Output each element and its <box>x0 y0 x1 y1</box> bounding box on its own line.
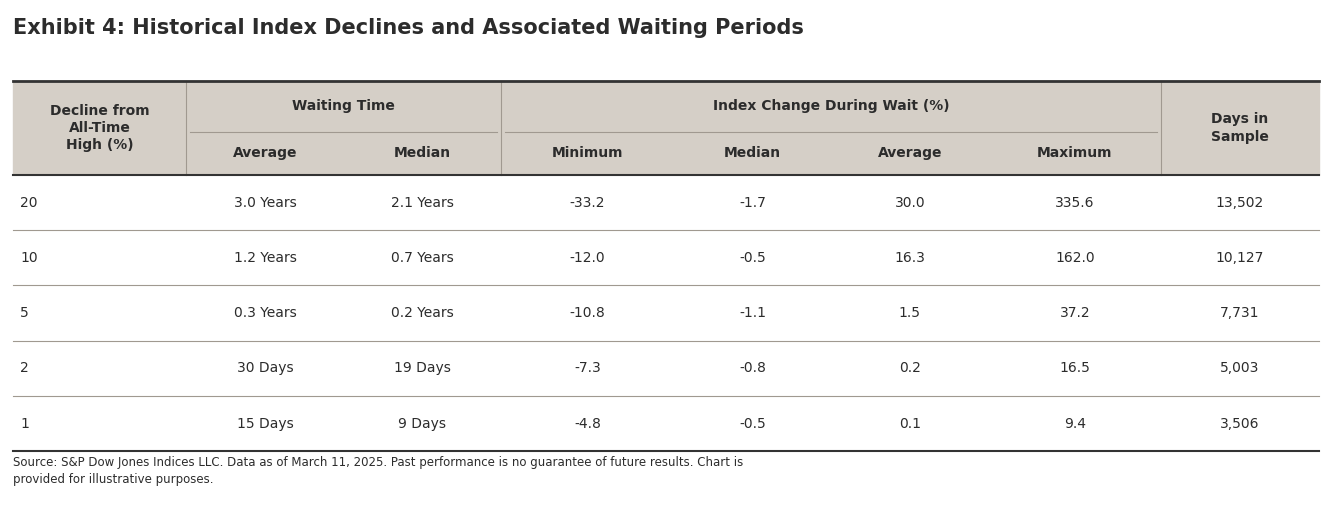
Text: 2.1 Years: 2.1 Years <box>390 196 454 209</box>
Bar <box>13 230 1319 285</box>
Text: 20: 20 <box>20 196 37 209</box>
Bar <box>13 396 1319 451</box>
Text: 13,502: 13,502 <box>1216 196 1264 209</box>
Bar <box>13 15 1319 81</box>
Text: 5,003: 5,003 <box>1220 361 1260 375</box>
Text: Average: Average <box>233 147 297 160</box>
Bar <box>13 341 1319 396</box>
Text: 2: 2 <box>20 361 29 375</box>
Text: 335.6: 335.6 <box>1055 196 1095 209</box>
Text: 37.2: 37.2 <box>1059 306 1090 320</box>
Text: 0.7 Years: 0.7 Years <box>390 251 454 265</box>
Text: -12.0: -12.0 <box>570 251 605 265</box>
Text: 7,731: 7,731 <box>1220 306 1260 320</box>
Text: Exhibit 4: Historical Index Declines and Associated Waiting Periods: Exhibit 4: Historical Index Declines and… <box>13 18 805 38</box>
Text: 1.2 Years: 1.2 Years <box>233 251 297 265</box>
Text: 30.0: 30.0 <box>895 196 926 209</box>
Text: 10,127: 10,127 <box>1216 251 1264 265</box>
Text: -0.5: -0.5 <box>739 417 766 430</box>
Text: 16.3: 16.3 <box>894 251 926 265</box>
Text: 3,506: 3,506 <box>1220 417 1260 430</box>
Text: 10: 10 <box>20 251 37 265</box>
Text: 0.2: 0.2 <box>899 361 920 375</box>
Text: 1.5: 1.5 <box>899 306 920 320</box>
Text: -1.1: -1.1 <box>739 306 766 320</box>
Text: Decline from
All-Time
High (%): Decline from All-Time High (%) <box>51 104 149 152</box>
Text: -1.7: -1.7 <box>739 196 766 209</box>
Bar <box>13 175 1319 230</box>
Text: 3.0 Years: 3.0 Years <box>233 196 296 209</box>
Text: 5: 5 <box>20 306 29 320</box>
Bar <box>13 285 1319 341</box>
Text: Minimum: Minimum <box>551 147 623 160</box>
Text: 0.1: 0.1 <box>899 417 920 430</box>
Text: Source: S&P Dow Jones Indices LLC. Data as of March 11, 2025. Past performance i: Source: S&P Dow Jones Indices LLC. Data … <box>13 456 743 486</box>
Text: Average: Average <box>878 147 942 160</box>
Text: -10.8: -10.8 <box>570 306 605 320</box>
Text: 1: 1 <box>20 417 29 430</box>
Text: -7.3: -7.3 <box>574 361 601 375</box>
Text: 15 Days: 15 Days <box>237 417 293 430</box>
Text: Maximum: Maximum <box>1038 147 1112 160</box>
Text: 30 Days: 30 Days <box>237 361 293 375</box>
Text: -0.8: -0.8 <box>739 361 766 375</box>
Text: 16.5: 16.5 <box>1059 361 1091 375</box>
Text: Days in
Sample: Days in Sample <box>1211 113 1269 143</box>
Text: 9.4: 9.4 <box>1064 417 1086 430</box>
Text: 162.0: 162.0 <box>1055 251 1095 265</box>
Text: Median: Median <box>394 147 450 160</box>
Bar <box>13 81 1319 175</box>
Text: -4.8: -4.8 <box>574 417 601 430</box>
Text: 0.2 Years: 0.2 Years <box>390 306 454 320</box>
Text: Median: Median <box>723 147 781 160</box>
Text: 0.3 Years: 0.3 Years <box>233 306 296 320</box>
Text: Index Change During Wait (%): Index Change During Wait (%) <box>713 99 950 114</box>
Text: -0.5: -0.5 <box>739 251 766 265</box>
Text: 19 Days: 19 Days <box>394 361 450 375</box>
Text: -33.2: -33.2 <box>570 196 605 209</box>
Text: Waiting Time: Waiting Time <box>292 99 396 114</box>
Text: 9 Days: 9 Days <box>398 417 446 430</box>
